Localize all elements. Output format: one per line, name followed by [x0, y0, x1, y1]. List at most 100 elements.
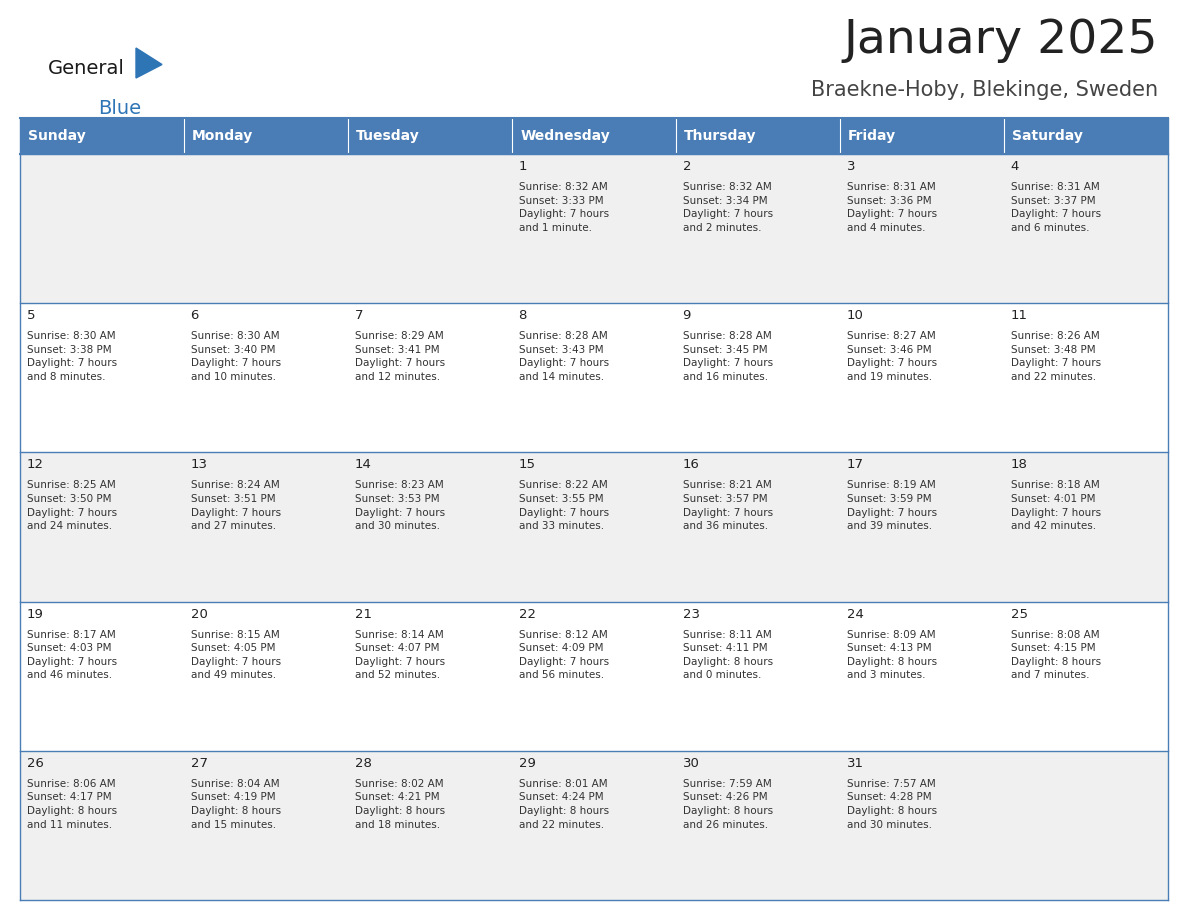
- Text: 6: 6: [190, 309, 198, 322]
- Text: Sunrise: 8:30 AM
Sunset: 3:38 PM
Daylight: 7 hours
and 8 minutes.: Sunrise: 8:30 AM Sunset: 3:38 PM Dayligh…: [26, 331, 116, 382]
- Text: Sunrise: 8:29 AM
Sunset: 3:41 PM
Daylight: 7 hours
and 12 minutes.: Sunrise: 8:29 AM Sunset: 3:41 PM Dayligh…: [354, 331, 444, 382]
- Text: Sunrise: 8:18 AM
Sunset: 4:01 PM
Daylight: 7 hours
and 42 minutes.: Sunrise: 8:18 AM Sunset: 4:01 PM Dayligh…: [1011, 480, 1101, 532]
- Text: 16: 16: [683, 458, 700, 472]
- Bar: [20, 601, 184, 751]
- Text: Sunrise: 7:59 AM
Sunset: 4:26 PM
Daylight: 8 hours
and 26 minutes.: Sunrise: 7:59 AM Sunset: 4:26 PM Dayligh…: [683, 778, 772, 830]
- Bar: [676, 453, 840, 601]
- Bar: [676, 154, 840, 303]
- Text: Monday: Monday: [192, 129, 253, 143]
- Text: Sunrise: 8:28 AM
Sunset: 3:45 PM
Daylight: 7 hours
and 16 minutes.: Sunrise: 8:28 AM Sunset: 3:45 PM Dayligh…: [683, 331, 772, 382]
- Text: Sunrise: 8:30 AM
Sunset: 3:40 PM
Daylight: 7 hours
and 10 minutes.: Sunrise: 8:30 AM Sunset: 3:40 PM Dayligh…: [190, 331, 280, 382]
- Bar: [20, 751, 184, 900]
- Text: 17: 17: [847, 458, 864, 472]
- Text: 15: 15: [518, 458, 536, 472]
- Bar: [676, 118, 840, 154]
- Bar: [184, 751, 348, 900]
- Text: Sunrise: 8:11 AM
Sunset: 4:11 PM
Daylight: 8 hours
and 0 minutes.: Sunrise: 8:11 AM Sunset: 4:11 PM Dayligh…: [683, 630, 772, 680]
- Bar: [1004, 601, 1168, 751]
- Text: Sunrise: 8:26 AM
Sunset: 3:48 PM
Daylight: 7 hours
and 22 minutes.: Sunrise: 8:26 AM Sunset: 3:48 PM Dayligh…: [1011, 331, 1101, 382]
- Bar: [512, 601, 676, 751]
- Text: Sunrise: 8:32 AM
Sunset: 3:34 PM
Daylight: 7 hours
and 2 minutes.: Sunrise: 8:32 AM Sunset: 3:34 PM Dayligh…: [683, 182, 772, 233]
- Text: Sunrise: 8:23 AM
Sunset: 3:53 PM
Daylight: 7 hours
and 30 minutes.: Sunrise: 8:23 AM Sunset: 3:53 PM Dayligh…: [354, 480, 444, 532]
- Text: Sunrise: 8:32 AM
Sunset: 3:33 PM
Daylight: 7 hours
and 1 minute.: Sunrise: 8:32 AM Sunset: 3:33 PM Dayligh…: [518, 182, 608, 233]
- Text: Sunrise: 8:08 AM
Sunset: 4:15 PM
Daylight: 8 hours
and 7 minutes.: Sunrise: 8:08 AM Sunset: 4:15 PM Dayligh…: [1011, 630, 1101, 680]
- Bar: [512, 453, 676, 601]
- Text: Sunrise: 8:24 AM
Sunset: 3:51 PM
Daylight: 7 hours
and 27 minutes.: Sunrise: 8:24 AM Sunset: 3:51 PM Dayligh…: [190, 480, 280, 532]
- Text: Sunrise: 8:02 AM
Sunset: 4:21 PM
Daylight: 8 hours
and 18 minutes.: Sunrise: 8:02 AM Sunset: 4:21 PM Dayligh…: [354, 778, 444, 830]
- Text: 14: 14: [354, 458, 372, 472]
- Text: Sunrise: 8:12 AM
Sunset: 4:09 PM
Daylight: 7 hours
and 56 minutes.: Sunrise: 8:12 AM Sunset: 4:09 PM Dayligh…: [518, 630, 608, 680]
- Bar: [348, 453, 512, 601]
- Bar: [1004, 303, 1168, 453]
- Text: 13: 13: [190, 458, 208, 472]
- Bar: [348, 751, 512, 900]
- Text: 25: 25: [1011, 608, 1028, 621]
- Text: Sunrise: 8:22 AM
Sunset: 3:55 PM
Daylight: 7 hours
and 33 minutes.: Sunrise: 8:22 AM Sunset: 3:55 PM Dayligh…: [518, 480, 608, 532]
- Text: 31: 31: [847, 756, 864, 770]
- Text: Sunrise: 8:25 AM
Sunset: 3:50 PM
Daylight: 7 hours
and 24 minutes.: Sunrise: 8:25 AM Sunset: 3:50 PM Dayligh…: [26, 480, 116, 532]
- Text: Sunrise: 8:28 AM
Sunset: 3:43 PM
Daylight: 7 hours
and 14 minutes.: Sunrise: 8:28 AM Sunset: 3:43 PM Dayligh…: [518, 331, 608, 382]
- Text: 19: 19: [26, 608, 44, 621]
- Text: Saturday: Saturday: [1012, 129, 1083, 143]
- Text: Blue: Blue: [97, 99, 141, 118]
- Text: 1: 1: [518, 160, 527, 173]
- Text: 28: 28: [354, 756, 372, 770]
- Text: Thursday: Thursday: [684, 129, 757, 143]
- Bar: [20, 303, 184, 453]
- Text: 22: 22: [518, 608, 536, 621]
- Polygon shape: [135, 48, 162, 78]
- Text: Sunrise: 8:17 AM
Sunset: 4:03 PM
Daylight: 7 hours
and 46 minutes.: Sunrise: 8:17 AM Sunset: 4:03 PM Dayligh…: [26, 630, 116, 680]
- Text: 23: 23: [683, 608, 700, 621]
- Text: Sunrise: 8:19 AM
Sunset: 3:59 PM
Daylight: 7 hours
and 39 minutes.: Sunrise: 8:19 AM Sunset: 3:59 PM Dayligh…: [847, 480, 936, 532]
- Bar: [1004, 154, 1168, 303]
- Text: Sunrise: 8:15 AM
Sunset: 4:05 PM
Daylight: 7 hours
and 49 minutes.: Sunrise: 8:15 AM Sunset: 4:05 PM Dayligh…: [190, 630, 280, 680]
- Text: 9: 9: [683, 309, 691, 322]
- Text: 26: 26: [26, 756, 44, 770]
- Text: 29: 29: [518, 756, 536, 770]
- Text: 24: 24: [847, 608, 864, 621]
- Text: 18: 18: [1011, 458, 1028, 472]
- Bar: [184, 453, 348, 601]
- Text: 30: 30: [683, 756, 700, 770]
- Bar: [512, 118, 676, 154]
- Text: Sunrise: 7:57 AM
Sunset: 4:28 PM
Daylight: 8 hours
and 30 minutes.: Sunrise: 7:57 AM Sunset: 4:28 PM Dayligh…: [847, 778, 936, 830]
- Text: Sunrise: 8:06 AM
Sunset: 4:17 PM
Daylight: 8 hours
and 11 minutes.: Sunrise: 8:06 AM Sunset: 4:17 PM Dayligh…: [26, 778, 116, 830]
- Text: Sunday: Sunday: [29, 129, 86, 143]
- Text: Sunrise: 8:04 AM
Sunset: 4:19 PM
Daylight: 8 hours
and 15 minutes.: Sunrise: 8:04 AM Sunset: 4:19 PM Dayligh…: [190, 778, 280, 830]
- Text: Sunrise: 8:01 AM
Sunset: 4:24 PM
Daylight: 8 hours
and 22 minutes.: Sunrise: 8:01 AM Sunset: 4:24 PM Dayligh…: [518, 778, 608, 830]
- Bar: [348, 154, 512, 303]
- Text: Sunrise: 8:14 AM
Sunset: 4:07 PM
Daylight: 7 hours
and 52 minutes.: Sunrise: 8:14 AM Sunset: 4:07 PM Dayligh…: [354, 630, 444, 680]
- Bar: [184, 154, 348, 303]
- Text: 27: 27: [190, 756, 208, 770]
- Bar: [676, 303, 840, 453]
- Bar: [184, 303, 348, 453]
- Text: 10: 10: [847, 309, 864, 322]
- Text: Sunrise: 8:31 AM
Sunset: 3:37 PM
Daylight: 7 hours
and 6 minutes.: Sunrise: 8:31 AM Sunset: 3:37 PM Dayligh…: [1011, 182, 1101, 233]
- Bar: [840, 154, 1004, 303]
- Text: 5: 5: [26, 309, 36, 322]
- Bar: [348, 601, 512, 751]
- Text: January 2025: January 2025: [843, 18, 1158, 63]
- Text: Sunrise: 8:31 AM
Sunset: 3:36 PM
Daylight: 7 hours
and 4 minutes.: Sunrise: 8:31 AM Sunset: 3:36 PM Dayligh…: [847, 182, 936, 233]
- Text: 12: 12: [26, 458, 44, 472]
- Text: Sunrise: 8:21 AM
Sunset: 3:57 PM
Daylight: 7 hours
and 36 minutes.: Sunrise: 8:21 AM Sunset: 3:57 PM Dayligh…: [683, 480, 772, 532]
- Bar: [348, 118, 512, 154]
- Text: 2: 2: [683, 160, 691, 173]
- Text: 20: 20: [190, 608, 208, 621]
- Bar: [840, 118, 1004, 154]
- Text: 7: 7: [354, 309, 364, 322]
- Bar: [840, 751, 1004, 900]
- Bar: [840, 303, 1004, 453]
- Bar: [20, 453, 184, 601]
- Bar: [840, 601, 1004, 751]
- Text: Braekne-Hoby, Blekinge, Sweden: Braekne-Hoby, Blekinge, Sweden: [811, 80, 1158, 100]
- Text: 21: 21: [354, 608, 372, 621]
- Text: 8: 8: [518, 309, 527, 322]
- Text: Friday: Friday: [848, 129, 896, 143]
- Bar: [20, 154, 184, 303]
- Bar: [1004, 453, 1168, 601]
- Bar: [512, 303, 676, 453]
- Bar: [676, 601, 840, 751]
- Text: General: General: [48, 59, 125, 78]
- Bar: [840, 453, 1004, 601]
